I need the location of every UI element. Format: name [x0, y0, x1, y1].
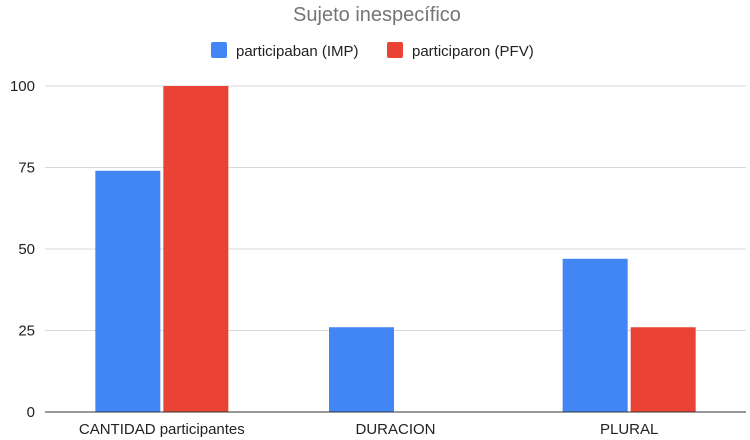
legend-label-pfv: participaron (PFV) [412, 43, 534, 60]
y-axis-ticks: 0 25 50 75 100 [10, 78, 35, 421]
chart-title: Sujeto inespecífico [293, 4, 461, 26]
legend-swatch-pfv [387, 42, 403, 58]
bar-imp-0 [95, 170, 161, 412]
bar-imp-2 [562, 258, 628, 412]
bar-imp-1 [329, 327, 394, 412]
bar-pfv-0 [163, 86, 229, 412]
y-tick-label: 100 [10, 78, 35, 95]
y-tick-label: 75 [18, 160, 35, 177]
x-category-label: DURACION [355, 421, 435, 438]
y-tick-label: 50 [18, 241, 35, 258]
y-tick-label: 25 [18, 323, 35, 340]
x-category-label: CANTIDAD participantes [79, 421, 245, 438]
y-tick-label: 0 [27, 404, 35, 421]
legend: participaban (IMP) participaron (PFV) [211, 42, 534, 60]
legend-swatch-imp [211, 42, 227, 58]
legend-label-imp: participaban (IMP) [236, 43, 359, 60]
x-category-label: PLURAL [600, 421, 658, 438]
x-axis-categories: CANTIDAD participantes DURACION PLURAL [79, 421, 658, 438]
bar-pfv-2 [630, 327, 696, 412]
bars [95, 86, 696, 412]
gridlines [45, 85, 746, 331]
